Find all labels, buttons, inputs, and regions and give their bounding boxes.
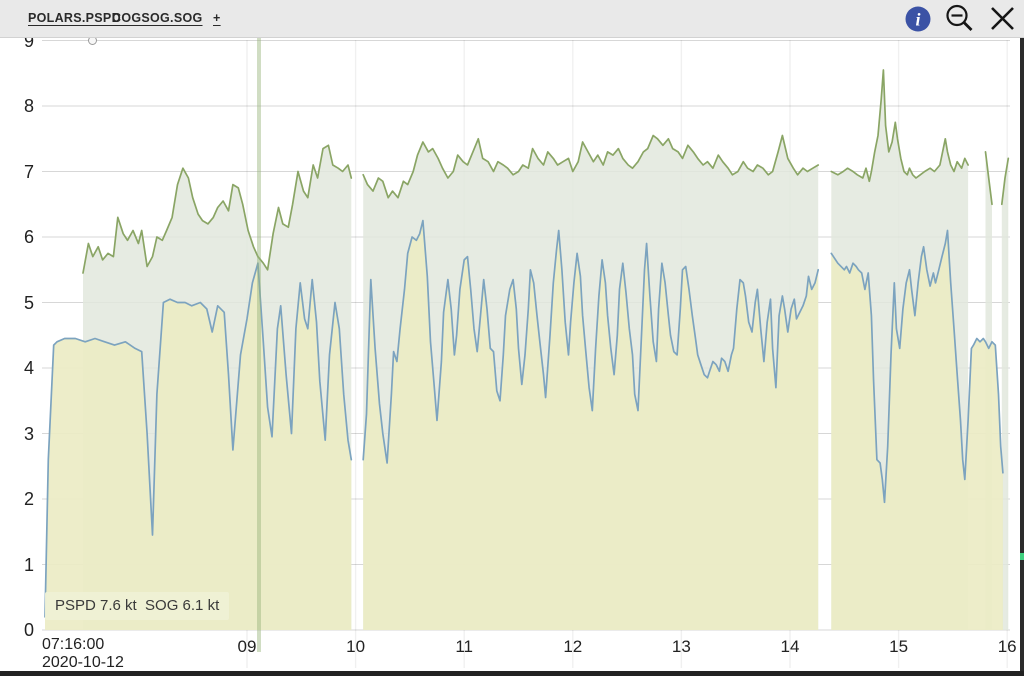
y-tick-label: 5 [23,292,34,313]
time-cursor[interactable] [257,38,261,652]
info-icon[interactable]: i [905,6,931,32]
right-edge-marker [1020,553,1024,560]
y-tick-label: 2 [23,489,34,509]
x-tick-label: 11 [455,637,474,656]
y-tick-label: 1 [23,554,34,575]
value-tooltip: PSPD 7.6 kt SOG 6.1 kt [45,592,230,620]
tab-polars-pspd[interactable]: POLARS.PSPD [28,11,121,25]
y-tick-label: 3 [23,423,34,444]
x-tick-label: 15 [889,637,909,656]
x-tick-label: 14 [780,637,800,656]
x-tick-label: 13 [671,637,691,656]
x-axis-start-label: 07:16:00 2020-10-12 [42,636,124,672]
x-tick-label: 12 [563,637,583,656]
y-tick-label: 7 [23,161,34,182]
x-tick-label: 10 [346,637,366,656]
start-time-label: 07:16:00 [42,636,105,653]
zoom-out-icon[interactable] [946,4,973,31]
toolbar-icons: i [905,4,1014,32]
add-series-button[interactable]: + [213,11,221,25]
svg-text:i: i [915,10,920,30]
start-date-label: 2020-10-12 [42,654,124,671]
close-icon[interactable] [991,7,1014,30]
x-tick-label: 09 [237,637,257,656]
y-tick-label: 0 [23,620,34,640]
x-tick-label: 16 [997,637,1017,656]
window-bottom-edge [0,671,1024,676]
y-tick-label: 9 [23,30,34,51]
tab-cogsog-sog[interactable]: COGSOG.SOG [112,11,203,25]
y-tick-label: 4 [23,358,34,378]
y-tick-label: 8 [23,96,34,116]
window-right-edge [1020,38,1024,676]
toolbar: POLARS.PSPD COGSOG.SOG + i [0,0,1024,38]
y-tick-label: 6 [23,227,34,247]
